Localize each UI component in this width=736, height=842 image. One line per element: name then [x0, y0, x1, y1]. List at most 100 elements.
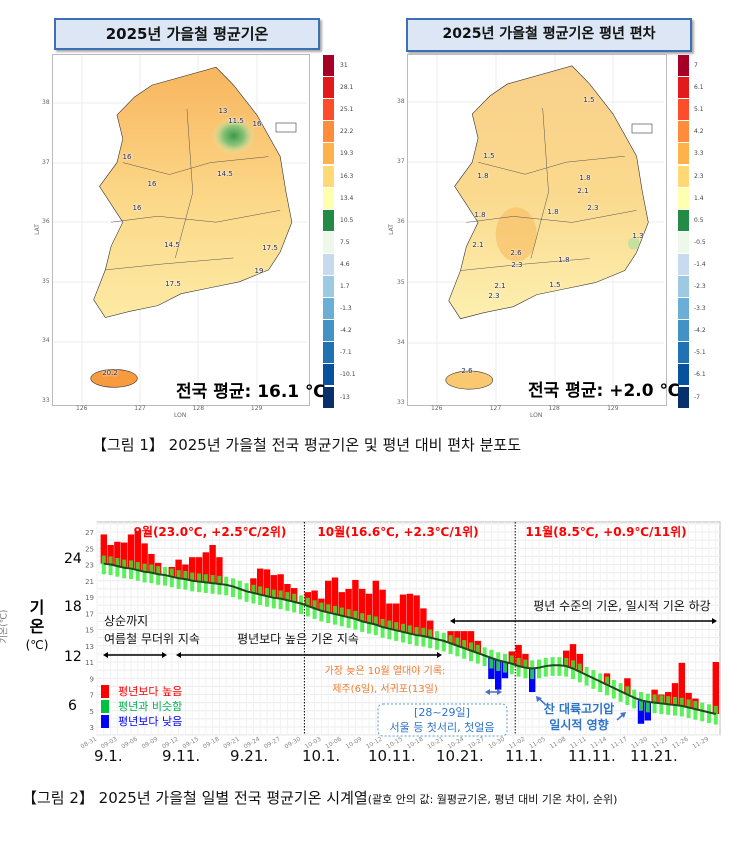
legend-swatch — [323, 55, 334, 76]
map-right-title: 2025년 가을철 평균기온 평년 편차 — [406, 18, 692, 52]
bar-normal-range — [407, 625, 412, 645]
bar-above-normal — [413, 595, 420, 636]
date-label: 10.1. — [302, 747, 341, 765]
contour-label: 1.8 — [558, 256, 570, 264]
legend-swatch — [678, 320, 689, 342]
legend-label: 1.4 — [694, 194, 704, 202]
y-tick-label: 25 — [85, 545, 94, 553]
contour-label: 14.5 — [217, 170, 233, 178]
bar-normal-range — [448, 635, 453, 654]
arrow-head — [485, 689, 502, 695]
x-tick-label: 129 — [607, 405, 619, 412]
bar-above-normal — [141, 543, 148, 572]
x-tick-label: 11-29 — [691, 736, 710, 751]
legend-swatch — [678, 209, 689, 231]
legend-label: 평년보다 높음 — [118, 685, 182, 698]
contour-label: 2.3 — [511, 261, 523, 269]
legend-label: -10.1 — [340, 371, 356, 379]
legend-label: 22.2 — [340, 128, 354, 136]
y-tick-label: 27 — [85, 529, 94, 537]
bar-above-normal — [379, 589, 386, 628]
pointer-arrow-head — [536, 696, 542, 702]
bar-above-normal — [461, 631, 468, 649]
bar-above-normal — [202, 552, 209, 583]
y-tick-label: 11 — [85, 659, 94, 667]
legend-label: 7 — [694, 62, 698, 69]
bar-normal-range — [611, 679, 616, 699]
bar-normal-range — [339, 607, 344, 627]
y-tick-label: 9 — [90, 675, 94, 683]
bar-above-normal — [107, 545, 114, 565]
legend-swatch — [323, 320, 334, 342]
bar-above-normal — [515, 644, 522, 667]
legend-swatch — [678, 187, 689, 209]
bar-above-normal — [712, 662, 719, 714]
date-label: 11.21. — [630, 747, 678, 765]
bar-normal-range — [686, 699, 691, 719]
bar-normal-range — [455, 637, 460, 657]
date-label: 10.21. — [436, 747, 484, 765]
bar-normal-range — [557, 657, 562, 676]
annotation-text: 일시적 영향 — [549, 717, 608, 732]
legend-label: 7.5 — [340, 238, 350, 246]
legend-swatch — [323, 298, 334, 320]
bar-above-normal — [399, 594, 407, 632]
bar-normal-range — [258, 586, 263, 606]
legend-label: 6.1 — [694, 84, 704, 92]
y-tick-label: 36 — [42, 218, 50, 226]
annotation-text: 평년보다 높은 기온 지속 — [237, 632, 359, 646]
y-tick-label: 38 — [397, 98, 405, 105]
bar-normal-range — [312, 600, 317, 619]
x-tick-label: 09-09 — [141, 736, 160, 751]
y-tick-label: 36 — [397, 218, 405, 226]
legend-label: 3.3 — [694, 150, 704, 158]
bar-normal-range — [265, 588, 269, 607]
figure2-caption-note: (괄호 안의 값: 월평균기온, 평년 대비 기온 차이, 순위) — [367, 793, 618, 806]
legend-swatch — [678, 298, 689, 320]
bar-normal-range — [380, 618, 385, 638]
contour-label: 2.1 — [472, 241, 484, 249]
legend-swatch — [678, 253, 689, 275]
date-label: 11.11. — [568, 747, 616, 765]
bar-normal-range — [469, 642, 473, 662]
legend-label: 평년보다 낮음 — [118, 715, 182, 728]
bar-normal-range — [503, 653, 507, 673]
y-axis-title-char: 기 — [29, 598, 45, 617]
legend-label: 5.1 — [694, 106, 704, 114]
legend-label: 4.2 — [694, 128, 704, 136]
contour-label: 1.8 — [579, 174, 591, 182]
date-label: 11.1. — [505, 747, 544, 765]
bar-above-normal — [393, 603, 400, 631]
legend-label: -2.3 — [694, 283, 706, 290]
bar-normal-range — [156, 566, 161, 585]
map-left — [53, 0, 736, 420]
bar-normal-range — [537, 659, 541, 679]
x-tick-label: 129 — [250, 405, 263, 412]
contour-label: 19 — [254, 267, 264, 275]
bar-above-normal — [311, 590, 318, 609]
y-tick-label: 34 — [397, 338, 405, 346]
bar-normal-range — [530, 660, 535, 680]
x-tick-label: 09-30 — [283, 736, 302, 751]
x-tick-label: 126 — [76, 405, 88, 412]
bar-normal-range — [122, 559, 127, 579]
y-tick-label: 33 — [42, 397, 50, 404]
bar-normal-range — [577, 663, 582, 683]
x-tick-label: 10-30 — [487, 736, 506, 751]
bar-normal-range — [475, 644, 480, 664]
legend-swatch — [323, 187, 334, 209]
bar-below-normal — [529, 668, 536, 693]
bar-normal-range — [673, 696, 677, 716]
legend-swatch — [323, 386, 334, 408]
legend-swatch — [678, 231, 689, 253]
bar-normal-range — [645, 693, 650, 713]
legend-swatch — [678, 77, 689, 99]
figure1-caption: 【그림 1】 2025년 가을철 전국 평균기온 및 평년 대비 편차 분포도 — [92, 436, 522, 454]
bar-above-normal — [325, 580, 332, 613]
bar-normal-range — [231, 578, 235, 597]
bar-normal-range — [101, 555, 106, 575]
bar-normal-range — [679, 697, 684, 717]
bar-normal-range — [299, 595, 303, 615]
legend-swatch — [323, 342, 334, 364]
bar-above-normal — [427, 620, 434, 638]
